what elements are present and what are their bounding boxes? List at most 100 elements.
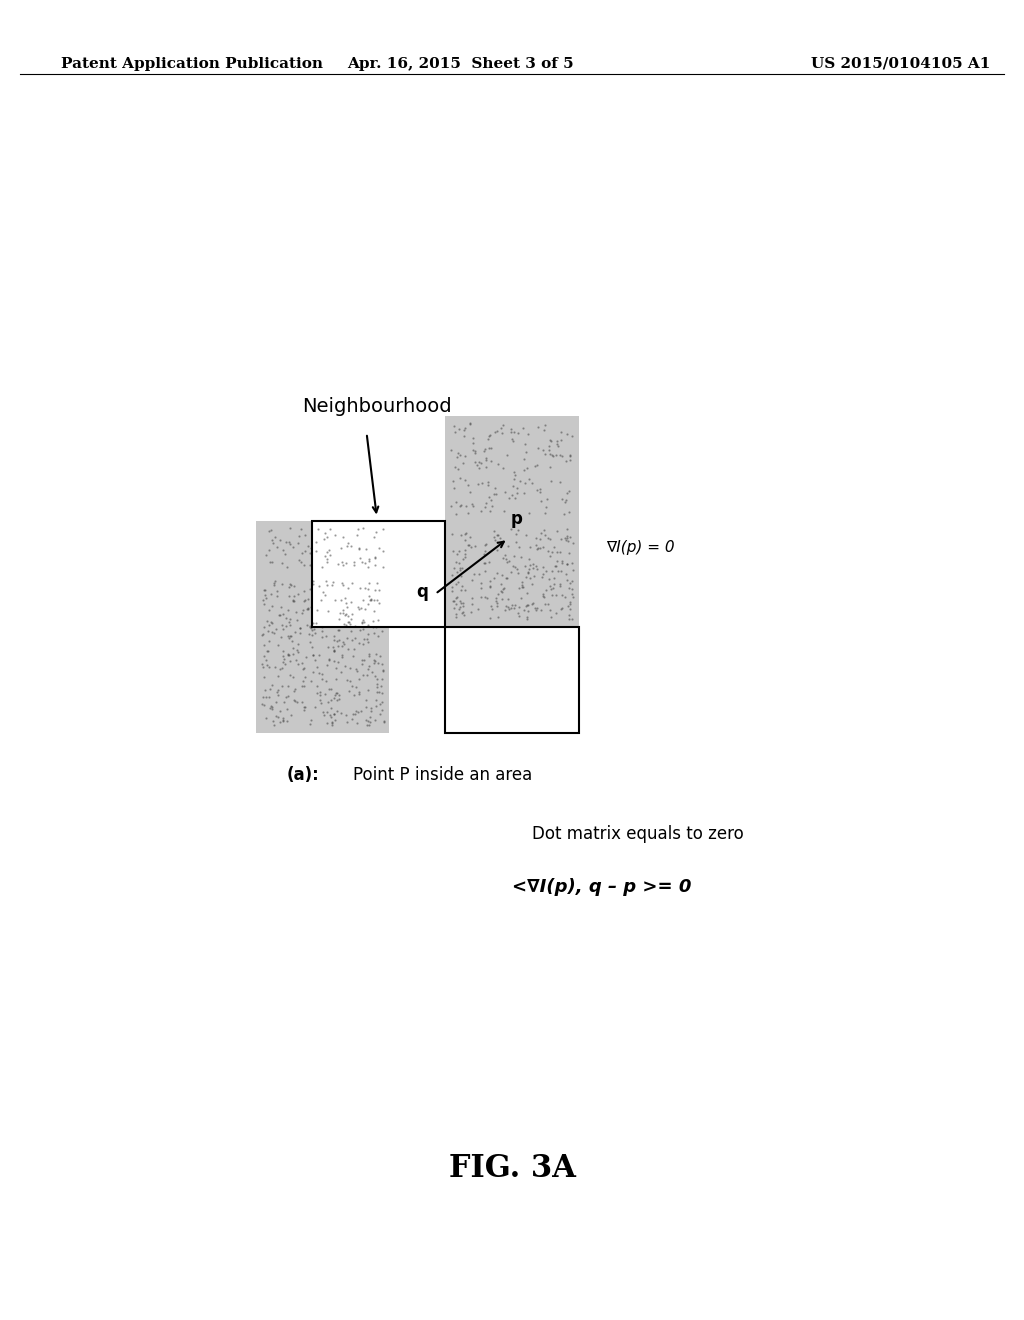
Point bbox=[317, 626, 334, 647]
Point bbox=[481, 577, 498, 598]
Point bbox=[270, 706, 287, 727]
Point bbox=[548, 554, 564, 576]
Point bbox=[511, 578, 527, 599]
Point bbox=[366, 527, 382, 548]
Point bbox=[546, 573, 562, 594]
Point bbox=[279, 711, 295, 733]
Point bbox=[345, 685, 361, 706]
Point bbox=[554, 488, 570, 510]
Point bbox=[447, 594, 464, 615]
Point bbox=[528, 454, 545, 475]
Point bbox=[275, 708, 292, 729]
Point bbox=[540, 527, 556, 548]
Point bbox=[341, 611, 357, 632]
Point bbox=[537, 593, 553, 614]
Point bbox=[361, 656, 378, 677]
Text: US 2015/0104105 A1: US 2015/0104105 A1 bbox=[811, 57, 991, 71]
Point bbox=[506, 421, 522, 442]
Point bbox=[473, 578, 489, 599]
Point bbox=[480, 486, 497, 507]
Point bbox=[256, 616, 272, 638]
Point bbox=[504, 484, 520, 506]
Point bbox=[559, 553, 575, 574]
Point bbox=[517, 473, 534, 494]
Point bbox=[261, 552, 278, 573]
Point bbox=[473, 586, 489, 607]
Point bbox=[311, 576, 328, 597]
Point bbox=[348, 659, 365, 680]
Point bbox=[532, 599, 549, 620]
Point bbox=[477, 586, 494, 607]
Point bbox=[511, 605, 527, 626]
Point bbox=[505, 475, 521, 496]
Point bbox=[367, 601, 383, 622]
Point bbox=[296, 697, 312, 718]
Point bbox=[322, 705, 338, 726]
Point bbox=[447, 504, 464, 525]
Point bbox=[366, 653, 382, 675]
Point bbox=[494, 581, 510, 602]
Point bbox=[323, 698, 339, 719]
Point bbox=[302, 554, 318, 576]
Point bbox=[255, 657, 271, 678]
Point bbox=[257, 649, 273, 671]
Point bbox=[279, 698, 295, 719]
Point bbox=[338, 705, 354, 726]
Point bbox=[360, 645, 377, 667]
Point bbox=[535, 537, 551, 558]
Point bbox=[520, 601, 537, 622]
Point bbox=[559, 527, 575, 548]
Point bbox=[560, 578, 577, 599]
Point bbox=[453, 593, 469, 614]
Point bbox=[326, 640, 342, 661]
Point bbox=[351, 577, 368, 598]
Point bbox=[275, 710, 292, 731]
Point bbox=[507, 557, 523, 578]
Point bbox=[274, 574, 291, 595]
Point bbox=[316, 585, 333, 606]
Point bbox=[506, 461, 522, 482]
Point bbox=[263, 612, 280, 634]
Point bbox=[295, 599, 311, 620]
Point bbox=[538, 561, 554, 582]
Point bbox=[474, 473, 490, 494]
Point bbox=[344, 573, 360, 594]
Point bbox=[302, 618, 318, 639]
Point bbox=[359, 623, 376, 644]
Point bbox=[334, 572, 350, 593]
Point bbox=[267, 705, 284, 726]
Point bbox=[480, 437, 497, 458]
Point bbox=[455, 595, 471, 616]
Point bbox=[458, 523, 474, 544]
Point bbox=[488, 420, 505, 441]
Point bbox=[549, 541, 565, 562]
Point bbox=[271, 711, 288, 733]
Point bbox=[327, 710, 343, 731]
Point bbox=[464, 593, 480, 614]
Point bbox=[348, 676, 365, 697]
Point bbox=[367, 709, 383, 730]
Point bbox=[325, 572, 341, 593]
Point bbox=[551, 445, 567, 466]
Point bbox=[477, 561, 494, 582]
Point bbox=[256, 645, 272, 667]
Point bbox=[561, 480, 578, 502]
Point bbox=[529, 539, 546, 560]
Point bbox=[347, 615, 364, 636]
Point bbox=[519, 562, 536, 583]
Point bbox=[354, 590, 371, 611]
Point bbox=[564, 609, 581, 630]
Point bbox=[312, 692, 329, 713]
Point bbox=[375, 700, 391, 721]
Point bbox=[274, 652, 291, 673]
Point bbox=[358, 696, 375, 717]
Point bbox=[338, 593, 354, 614]
Point bbox=[353, 611, 370, 632]
Point bbox=[315, 701, 332, 722]
Point bbox=[261, 520, 278, 541]
Point bbox=[444, 590, 461, 611]
Point bbox=[482, 607, 499, 628]
Point bbox=[455, 548, 471, 569]
Point bbox=[310, 663, 327, 684]
Point bbox=[285, 638, 301, 659]
